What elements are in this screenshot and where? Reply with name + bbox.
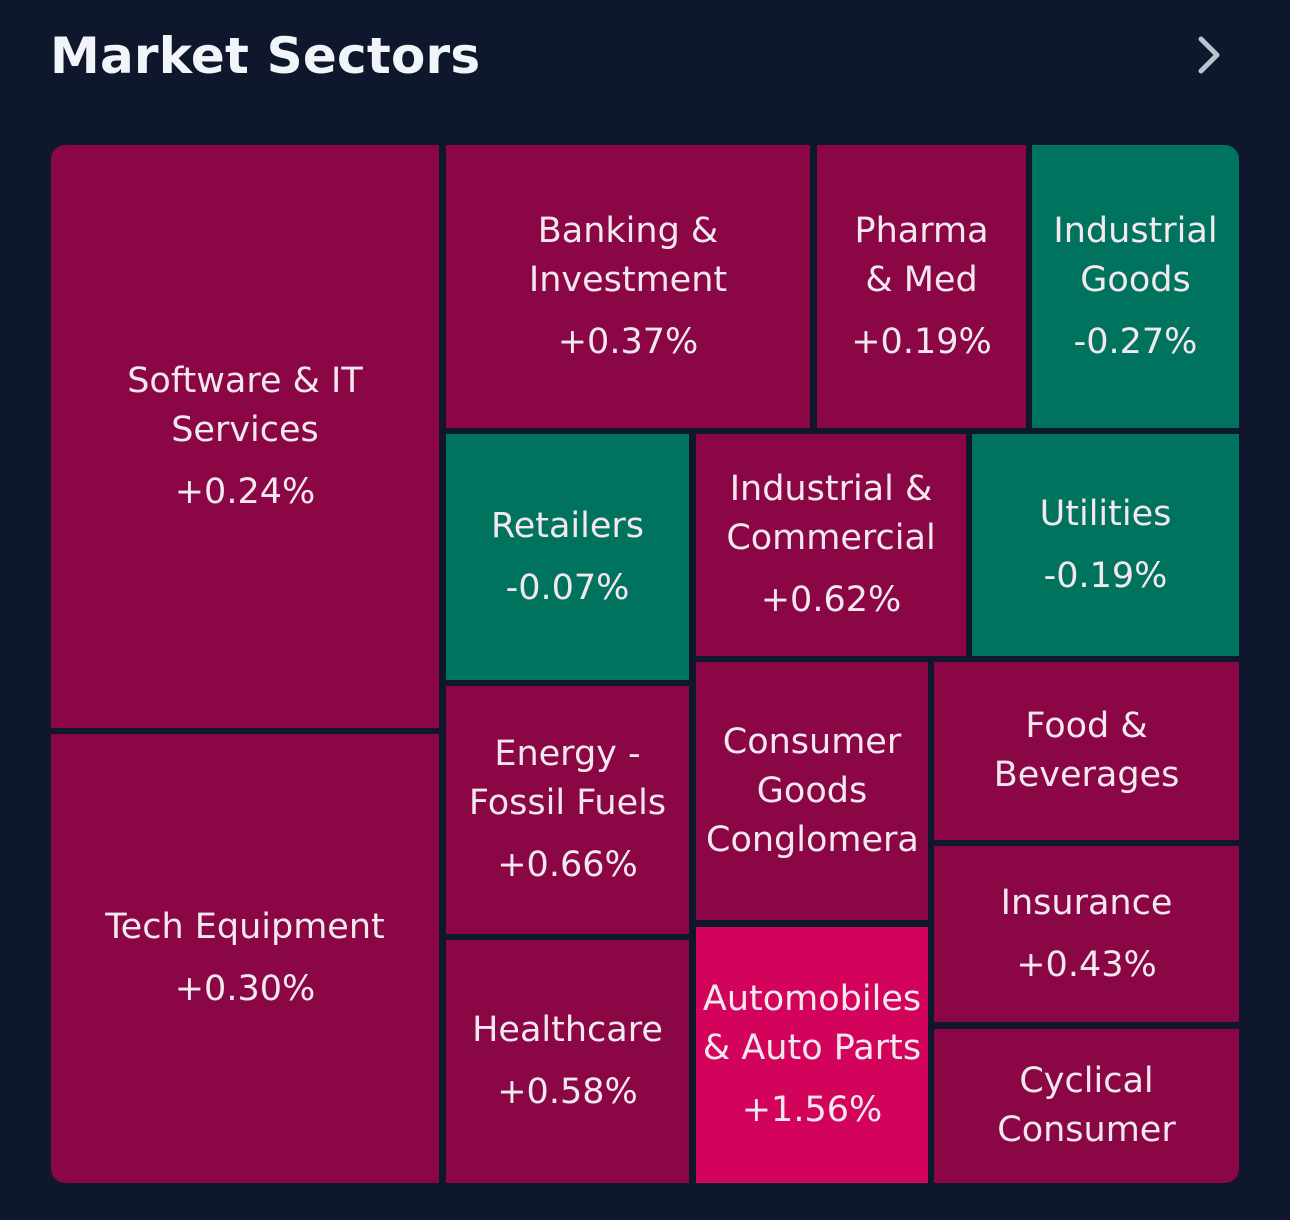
sector-name: Automobiles & Auto Parts — [702, 979, 922, 1068]
sector-change: +0.24% — [174, 471, 316, 512]
sector-name: Food & Beverages — [993, 706, 1180, 795]
sector-name: Software & IT Services — [127, 360, 363, 450]
sector-treemap: Software & IT Services +0.24% Tech Equip… — [51, 145, 1239, 1183]
sector-name: Industrial & Commercial — [726, 469, 936, 558]
sector-change: +0.19% — [851, 321, 992, 362]
tile-retailers[interactable]: Retailers -0.07% — [446, 434, 689, 680]
tile-industrial-goods[interactable]: Industrial Goods -0.27% — [1032, 145, 1239, 428]
page-title: Market Sectors — [50, 27, 481, 85]
tile-healthcare[interactable]: Healthcare +0.58% — [446, 940, 689, 1183]
sector-name: Pharma & Med — [854, 210, 989, 300]
tile-cyclical-consumer[interactable]: Cyclical Consumer — [934, 1029, 1239, 1183]
tile-pharma-med[interactable]: Pharma & Med +0.19% — [817, 145, 1026, 428]
tile-industrial-commercial[interactable]: Industrial & Commercial +0.62% — [696, 434, 966, 656]
sector-name: Healthcare — [472, 1010, 663, 1050]
sector-change: +0.66% — [497, 845, 638, 885]
tile-utilities[interactable]: Utilities -0.19% — [972, 434, 1239, 656]
sector-name: Consumer Goods Conglomerates — [706, 721, 918, 860]
sector-change: -0.27% — [1073, 321, 1198, 362]
tile-energy-fossil-fuels[interactable]: Energy - Fossil Fuels +0.66% — [446, 686, 689, 934]
sector-change: -0.07% — [505, 567, 630, 608]
tile-software-it-services[interactable]: Software & IT Services +0.24% — [51, 145, 439, 728]
sector-change: -0.19% — [1043, 555, 1168, 596]
sector-name: Industrial Goods — [1053, 210, 1218, 300]
sector-name: Utilities — [1039, 493, 1172, 534]
sector-change: +0.37% — [557, 321, 699, 362]
tile-tech-equipment[interactable]: Tech Equipment +0.30% — [51, 734, 439, 1183]
sector-name: Retailers — [490, 505, 645, 546]
sector-change: +0.58% — [497, 1072, 638, 1112]
tile-automobiles-auto-parts[interactable]: Automobiles & Auto Parts +1.56% — [696, 927, 928, 1183]
tile-banking-investment[interactable]: Banking & Investment +0.37% — [446, 145, 810, 428]
sector-name: Energy - Fossil Fuels — [468, 734, 667, 823]
sector-change: +0.30% — [174, 969, 316, 1009]
tile-insurance[interactable]: Insurance +0.43% — [934, 846, 1239, 1022]
tile-consumer-goods-conglomerates[interactable]: Consumer Goods Conglomerates — [696, 662, 928, 920]
sector-change: +0.62% — [760, 580, 902, 620]
sector-change: +1.56% — [741, 1090, 883, 1130]
chevron-right-icon[interactable] — [1190, 34, 1226, 76]
sector-name: Insurance — [1000, 882, 1173, 923]
sector-change: +0.43% — [1016, 944, 1157, 985]
sector-name: Tech Equipment — [105, 907, 385, 947]
sector-name: Banking & Investment — [528, 210, 728, 300]
sector-name: Cyclical Consumer — [997, 1061, 1176, 1150]
tile-food-beverages[interactable]: Food & Beverages — [934, 662, 1239, 840]
